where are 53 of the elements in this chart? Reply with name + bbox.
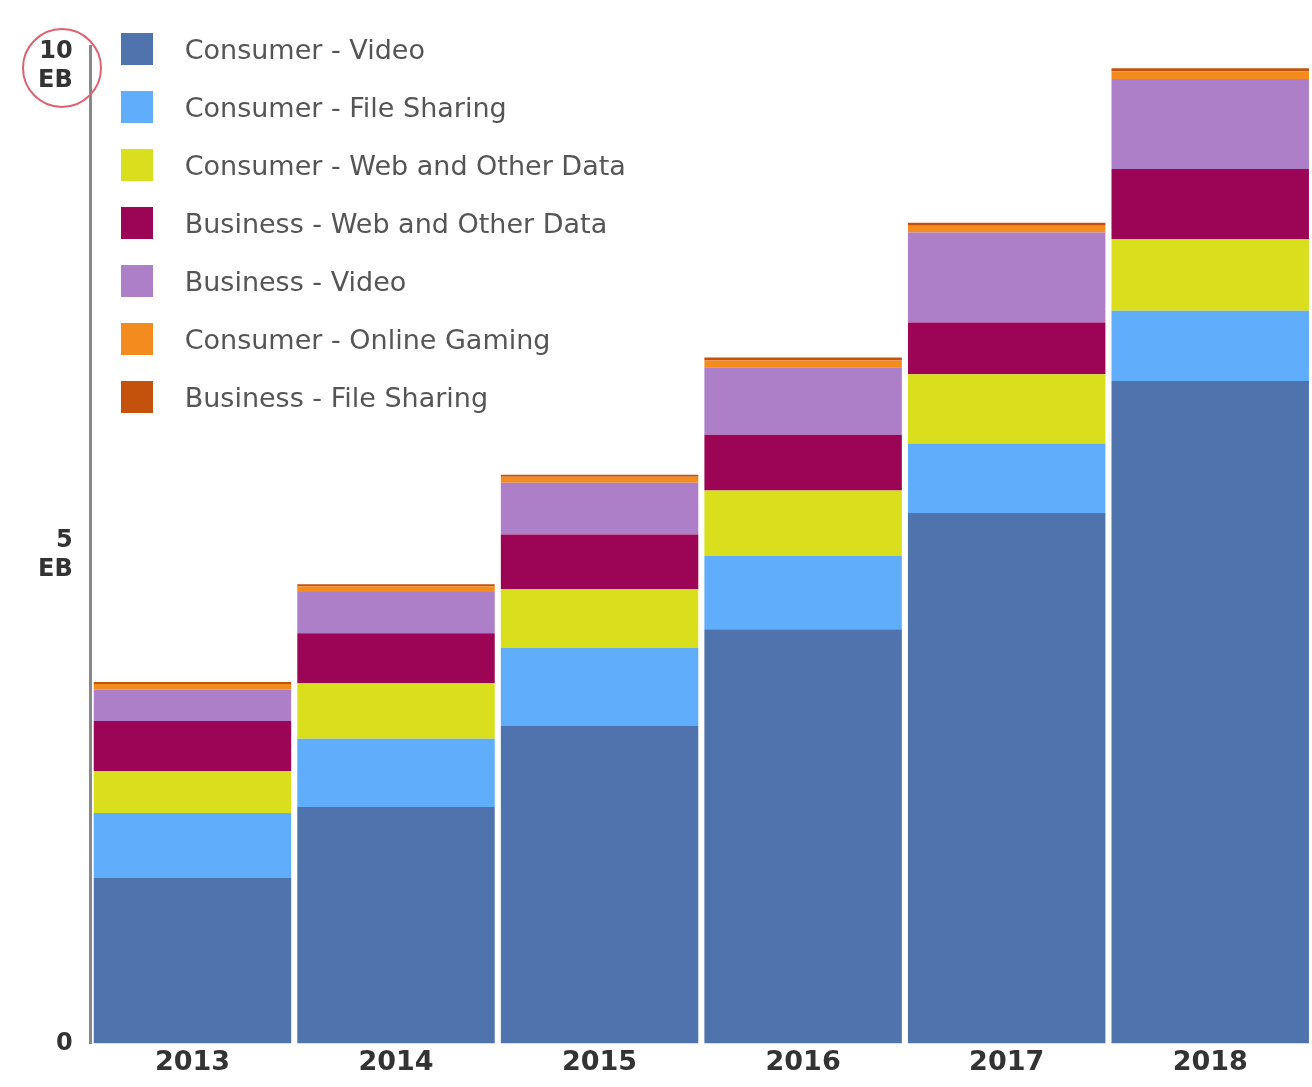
bar	[297, 633, 495, 683]
bar	[297, 592, 495, 634]
bar	[500, 534, 699, 590]
bar	[500, 476, 699, 483]
bar	[93, 721, 292, 771]
bar	[93, 689, 292, 722]
bar	[297, 807, 495, 1044]
bar	[907, 222, 1106, 226]
bar	[93, 683, 292, 690]
legend-label: Consumer - Web and Other Data	[184, 149, 626, 181]
x-tick-label: 2013	[154, 1044, 231, 1076]
x-tick-label: 2017	[969, 1044, 1045, 1076]
bar	[704, 555, 902, 630]
bar	[907, 232, 1106, 323]
bar	[93, 812, 292, 878]
legend-label: Business - File Sharing	[184, 381, 489, 413]
x-tick-label: 2015	[561, 1044, 638, 1076]
bar	[297, 682, 495, 739]
bar	[500, 647, 699, 726]
legend-label: Consumer - Video	[184, 33, 425, 65]
bar	[704, 367, 902, 435]
bar	[907, 322, 1106, 375]
bar	[704, 360, 902, 368]
y-tick-label: 0	[55, 1027, 73, 1056]
bar	[500, 482, 699, 535]
legend-label: Consumer - Online Gaming	[184, 323, 551, 355]
bar	[93, 770, 292, 813]
x-tick-label: 2014	[358, 1044, 434, 1076]
legend-label: Business - Video	[184, 265, 407, 297]
bar	[704, 434, 902, 491]
x-tick-label: 2018	[1172, 1044, 1248, 1076]
bar	[907, 443, 1106, 513]
bar	[297, 586, 495, 593]
bar	[1111, 168, 1309, 240]
bar	[500, 725, 699, 1044]
bar	[93, 877, 292, 1044]
legend-label: Consumer - File Sharing	[184, 91, 507, 123]
legend-label: Business - Web and Other Data	[184, 207, 608, 239]
bar	[1111, 381, 1309, 1044]
bar	[1111, 239, 1309, 311]
bar	[907, 512, 1106, 1044]
bar	[704, 490, 902, 556]
y-tick-label: 10 EB	[38, 36, 73, 93]
bar	[1111, 79, 1309, 169]
bar	[500, 589, 699, 648]
x-tick-label: 2016	[765, 1044, 841, 1076]
bar	[1111, 68, 1309, 72]
bar	[704, 629, 902, 1044]
y-tick-label: 5 EB	[38, 524, 73, 582]
bar	[907, 374, 1106, 444]
bar	[1111, 310, 1309, 382]
bar	[1111, 71, 1309, 80]
bar	[297, 738, 495, 808]
